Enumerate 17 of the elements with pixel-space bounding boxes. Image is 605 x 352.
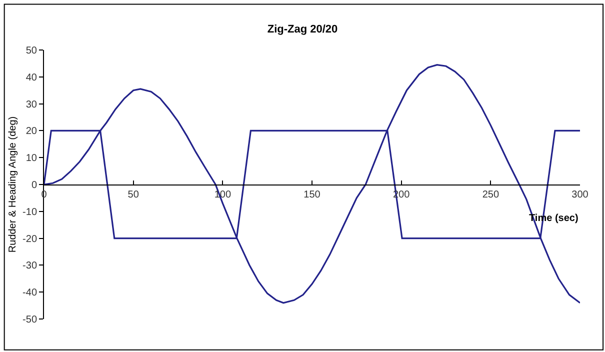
y-tick-label: 40	[26, 72, 38, 84]
y-axis-title: Rudder & Heading Angle (deg)	[8, 116, 19, 253]
x-tick-label: 250	[482, 190, 500, 200]
x-tick-label: 300	[572, 190, 589, 200]
y-tick-label: -20	[22, 234, 38, 245]
y-tick-label: 50	[26, 46, 38, 56]
y-tick-label: 30	[26, 99, 38, 110]
y-tick-label: 0	[31, 180, 38, 191]
y-tick-label: 20	[26, 126, 38, 138]
y-tick-label: -10	[22, 206, 38, 218]
y-tick-label: -50	[22, 314, 38, 326]
chart-title: Zig-Zag 20/20	[267, 23, 338, 36]
y-tick-label: 10	[26, 153, 38, 164]
y-tick-label: -30	[22, 260, 38, 272]
x-tick-label: 50	[128, 190, 140, 200]
y-tick-label: -40	[22, 288, 38, 299]
x-tick-label: 150	[304, 190, 321, 200]
